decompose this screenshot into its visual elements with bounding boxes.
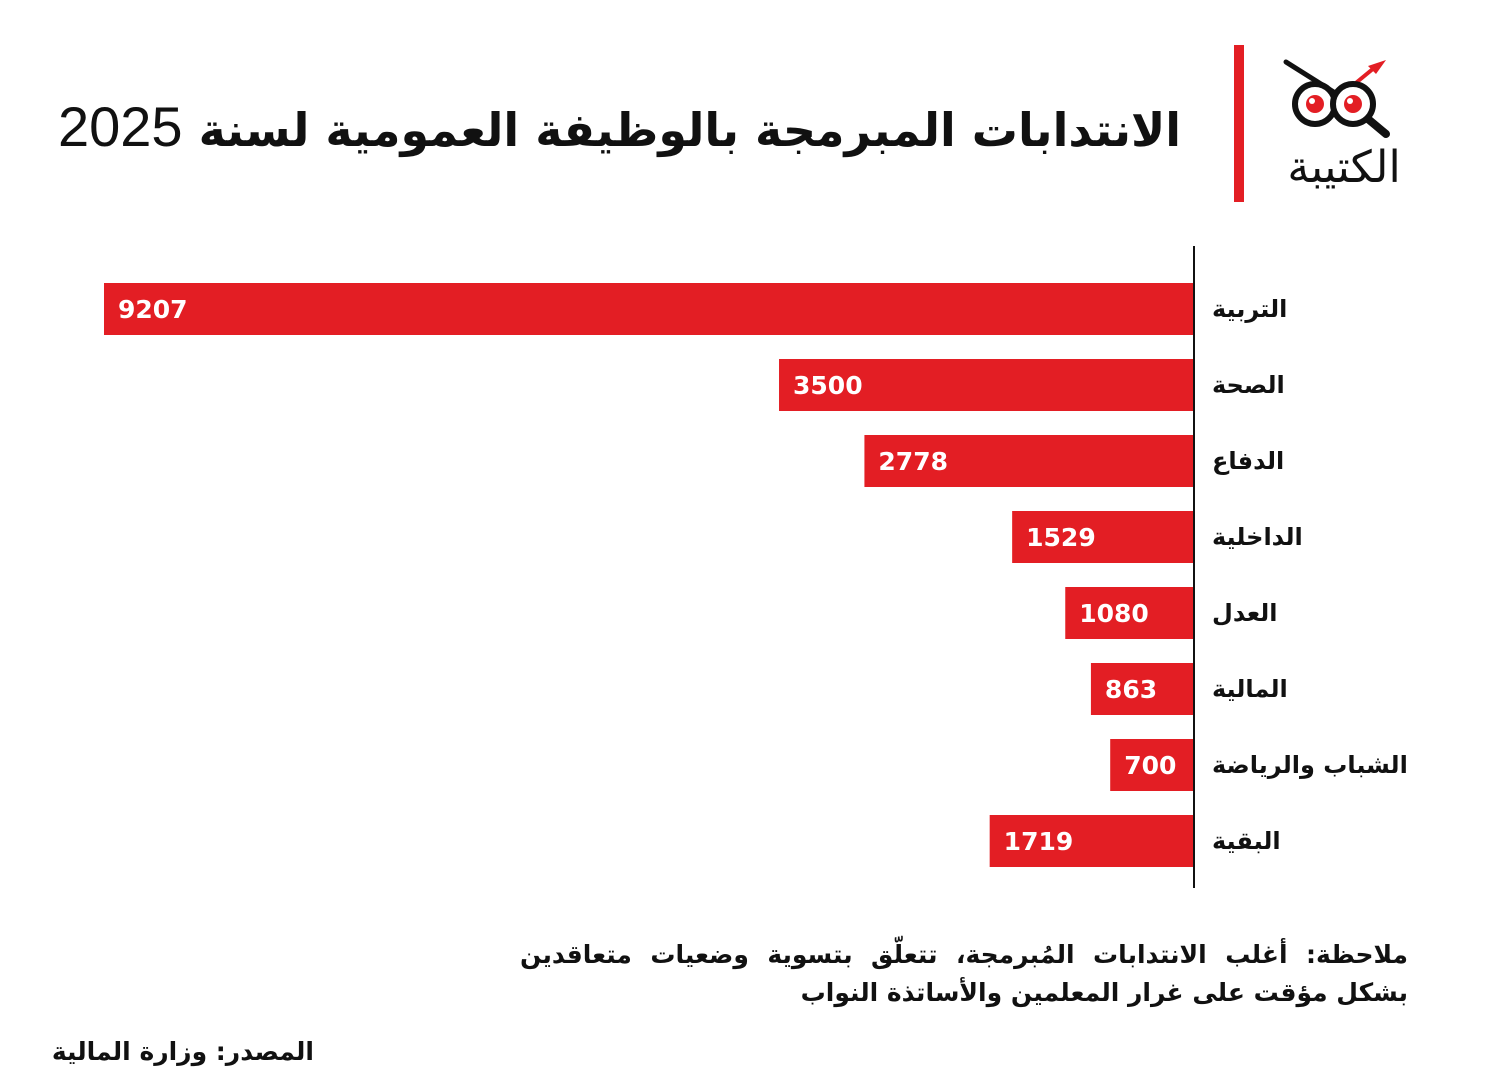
category-label: التربية bbox=[1212, 295, 1287, 323]
category-label: الداخلية bbox=[1212, 523, 1303, 551]
bar-7 bbox=[989, 815, 1193, 867]
bar-3 bbox=[1012, 511, 1193, 563]
bar-chart: 9207 التربية 3500 الصحة 2778 الدفاع 1529 الداخل… bbox=[104, 246, 1408, 888]
category-label: البقية bbox=[1212, 827, 1281, 855]
bar-value-label: 1080 bbox=[1079, 599, 1149, 628]
category-label: الدفاع bbox=[1212, 447, 1284, 475]
bar-value-label: 2778 bbox=[878, 447, 948, 476]
category-label: المالية bbox=[1212, 675, 1288, 703]
bar-value-label: 3500 bbox=[793, 371, 863, 400]
note-text: ملاحظة: أغلب الانتدابات المُبرمجة، تتعلّ… bbox=[520, 940, 1408, 1007]
chart-title-text: الانتدابات المبرمجة بالوظيفة العمومية لس… bbox=[198, 103, 1181, 157]
bar-6 bbox=[1110, 739, 1193, 791]
eyes-magnifier-icon bbox=[1283, 59, 1390, 138]
category-label: الشباب والرياضة bbox=[1212, 751, 1408, 779]
bar-value-label: 700 bbox=[1124, 751, 1176, 780]
bar-4 bbox=[1065, 587, 1193, 639]
bar-value-label: 863 bbox=[1105, 675, 1157, 704]
source-text: المصدر: وزارة المالية bbox=[51, 1037, 314, 1066]
bar-2 bbox=[864, 435, 1193, 487]
chart-title-year: 2025 bbox=[58, 95, 183, 158]
bar-0 bbox=[104, 283, 1193, 335]
logo-accent-bar bbox=[1234, 45, 1244, 202]
bar-value-label: 1529 bbox=[1026, 523, 1096, 552]
category-label: العدل bbox=[1212, 599, 1277, 627]
bar-value-label: 1719 bbox=[1004, 827, 1074, 856]
bar-5 bbox=[1090, 663, 1193, 715]
chart-title: الانتدابات المبرمجة بالوظيفة العمومية لس… bbox=[58, 92, 1181, 162]
category-label: الصحة bbox=[1212, 371, 1285, 399]
logo-text: الكتيبة bbox=[1287, 142, 1401, 193]
bar-value-label: 9207 bbox=[118, 295, 188, 324]
bar-1 bbox=[779, 359, 1193, 411]
